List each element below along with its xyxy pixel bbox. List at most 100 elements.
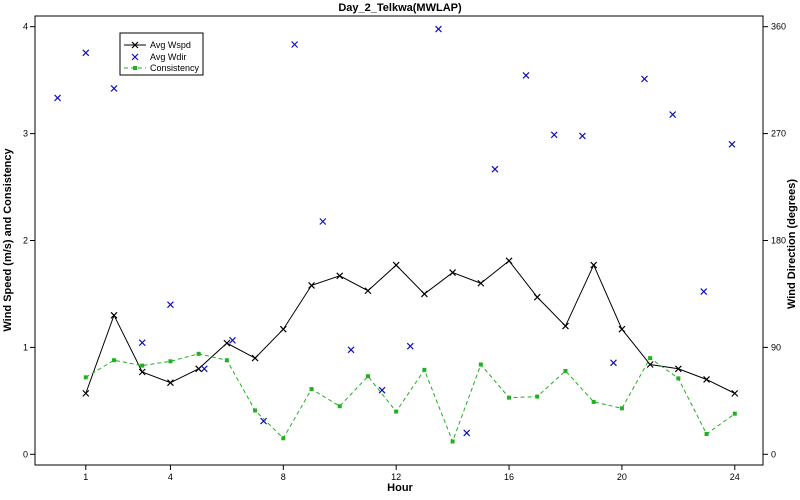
avg-wspd-point — [167, 379, 174, 387]
x-marker-stroke — [110, 311, 118, 319]
legend-swatch-marker — [131, 41, 139, 49]
legend-label: Avg Wspd — [150, 40, 191, 50]
avg-wdir-point — [463, 429, 471, 437]
x-marker-stroke — [279, 325, 287, 333]
consistency-point — [337, 404, 342, 409]
x-marker-stroke — [82, 49, 90, 57]
consistency-point — [83, 375, 88, 380]
x-tick-label: 16 — [504, 472, 514, 482]
legend-swatch-marker — [133, 66, 137, 70]
x-marker-stroke — [578, 132, 586, 140]
avg-wspd-point — [420, 290, 428, 298]
x-marker-stroke — [54, 94, 61, 102]
y-tick-label: 4 — [23, 22, 28, 32]
x-marker-stroke — [131, 41, 139, 49]
x-marker-stroke — [378, 386, 386, 394]
legend-label: Avg Wdir — [150, 52, 186, 62]
x-marker-stroke — [319, 218, 327, 225]
x-marker-stroke — [646, 361, 654, 368]
y2-tick-label: 180 — [771, 236, 786, 246]
x-marker-stroke — [533, 293, 541, 301]
consistency-point — [112, 358, 117, 363]
x-marker-stroke — [550, 131, 558, 139]
series-layer — [54, 25, 739, 444]
consistency-point — [535, 394, 540, 399]
x-marker-stroke — [406, 342, 414, 350]
x-marker-stroke — [195, 365, 203, 373]
y2-tick-label: 0 — [771, 449, 776, 459]
x-marker-stroke — [618, 325, 626, 333]
x-marker-stroke — [138, 339, 146, 347]
series-avg-wdir — [54, 25, 736, 437]
x-marker-stroke — [260, 417, 267, 425]
x-marker-stroke — [674, 365, 682, 373]
avg-wspd-point — [674, 365, 682, 373]
avg-wspd-point — [251, 354, 259, 362]
x-marker-stroke — [463, 429, 471, 437]
series-avg-wspd — [82, 257, 739, 397]
x-marker-stroke — [336, 272, 344, 280]
consistency-point — [309, 387, 314, 392]
avg-wspd-point — [703, 376, 710, 383]
x-marker-stroke — [731, 389, 739, 397]
x-marker-stroke — [522, 71, 530, 79]
consistency-point — [253, 408, 258, 413]
x-marker-stroke — [392, 261, 400, 269]
avg-wdir-point — [522, 71, 530, 79]
avg-wspd-point — [82, 389, 90, 397]
consistency-point — [140, 363, 145, 368]
x-tick-label: 12 — [391, 472, 401, 482]
x-marker-stroke — [641, 75, 648, 83]
y-tick-label: 1 — [23, 342, 28, 352]
avg-wspd-point — [279, 325, 287, 333]
consistency-point — [704, 431, 709, 436]
consistency-point — [281, 436, 286, 441]
x-tick-label: 8 — [281, 472, 286, 482]
legend-item: Consistency — [124, 63, 200, 73]
consistency-point — [196, 351, 201, 356]
x-marker-stroke — [590, 261, 598, 269]
avg-wdir-point — [491, 165, 499, 173]
x-axis-title: Hour — [387, 482, 413, 494]
avg-wspd-point — [590, 261, 598, 269]
x-marker-stroke — [347, 346, 355, 354]
consistency-point — [168, 359, 173, 364]
legend-label: Consistency — [150, 63, 200, 73]
avg-wdir-point — [229, 336, 236, 344]
avg-wdir-point — [200, 365, 208, 373]
x-marker-stroke — [505, 257, 513, 265]
x-marker-stroke — [703, 376, 710, 383]
x-marker-stroke — [449, 269, 457, 276]
avg-wdir-point — [167, 301, 174, 309]
y2-tick-label: 360 — [771, 22, 786, 32]
avg-wdir-point — [54, 94, 61, 102]
x-marker-stroke — [562, 322, 569, 330]
x-marker-stroke — [138, 368, 146, 376]
avg-wdir-point — [610, 359, 617, 367]
x-marker-stroke — [200, 365, 208, 373]
consistency-point — [732, 411, 737, 416]
avg-wdir-point — [319, 218, 327, 225]
x-marker-stroke — [229, 336, 236, 344]
y-axis-title: Wind Speed (m/s) and Consistency — [2, 147, 14, 331]
avg-wdir-point — [641, 75, 648, 83]
consistency-point — [394, 409, 399, 414]
consistency-point — [619, 406, 624, 411]
avg-wspd-point — [562, 322, 569, 330]
consistency-point — [507, 395, 512, 400]
x-marker-stroke — [435, 25, 442, 33]
avg-wspd-point — [195, 365, 203, 373]
avg-wspd-point — [336, 272, 344, 280]
avg-wdir-point — [347, 346, 355, 354]
x-marker-stroke — [669, 111, 677, 119]
x-marker-stroke — [477, 279, 485, 287]
consistency-point — [365, 374, 370, 379]
series-consistency — [83, 351, 737, 444]
avg-wdir-point — [728, 140, 736, 148]
consistency-point — [478, 362, 483, 367]
avg-wspd-point — [449, 269, 457, 276]
y2-tick-label: 270 — [771, 129, 786, 139]
